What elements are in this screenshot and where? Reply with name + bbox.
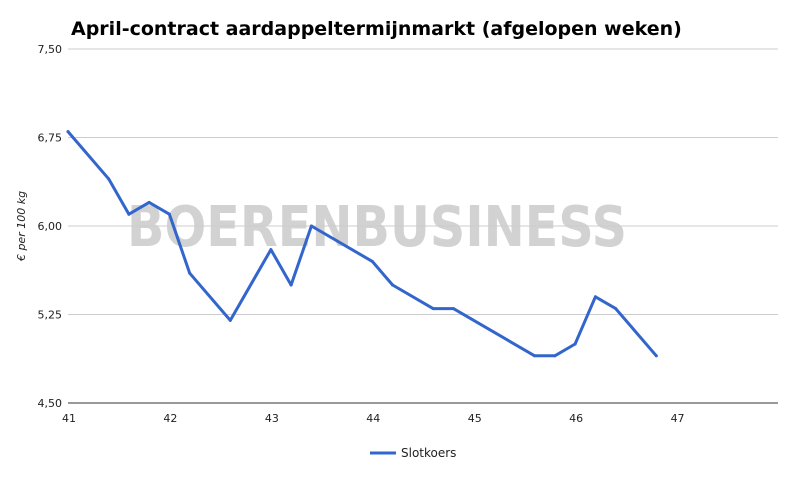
y-axis-title: € per 100 kg (15, 191, 28, 262)
data-point (614, 307, 618, 311)
data-point (289, 283, 293, 287)
y-tick-label: 7,50 (38, 43, 63, 56)
x-axis-ticks: 41 42 43 44 45 46 47 (62, 412, 685, 425)
x-tick-label: 46 (569, 412, 583, 425)
gridlines (68, 48, 778, 404)
y-tick-label: 5,25 (38, 309, 63, 322)
data-point (431, 307, 435, 311)
x-tick-label: 47 (671, 412, 685, 425)
data-point (533, 354, 537, 358)
data-point (107, 177, 111, 181)
chart-title: April-contract aardappeltermijnmarkt (af… (71, 18, 682, 40)
y-tick-label: 6,75 (38, 132, 63, 145)
data-point (309, 224, 313, 228)
data-point (127, 212, 131, 216)
series-line-slotkoers (66, 130, 658, 358)
x-tick-label: 43 (265, 412, 279, 425)
data-point (66, 130, 70, 134)
watermark-text: BOERENBUSINESS (127, 195, 627, 260)
data-point (228, 318, 232, 322)
data-point (147, 200, 151, 204)
x-tick-label: 42 (163, 412, 177, 425)
data-point (451, 307, 455, 311)
y-tick-label: 4,50 (38, 397, 63, 410)
data-point (593, 295, 597, 299)
data-point (553, 354, 557, 358)
series-group (66, 130, 658, 358)
data-point (654, 354, 658, 358)
data-point (370, 259, 374, 263)
data-point (269, 248, 273, 252)
watermark-logo: BOERENBUSINESS (127, 195, 627, 260)
legend-label-slotkoers: Slotkoers (401, 446, 456, 460)
x-tick-label: 45 (468, 412, 482, 425)
x-tick-label: 44 (366, 412, 380, 425)
y-axis-ticks: 4,50 5,25 6,00 6,75 7,50 (38, 43, 63, 410)
data-point (167, 212, 171, 216)
data-point (573, 342, 577, 346)
x-tick-label: 41 (62, 412, 76, 425)
data-point (391, 283, 395, 287)
y-tick-label: 6,00 (38, 220, 63, 233)
legend[interactable]: Slotkoers (370, 446, 456, 460)
data-point (188, 271, 192, 275)
